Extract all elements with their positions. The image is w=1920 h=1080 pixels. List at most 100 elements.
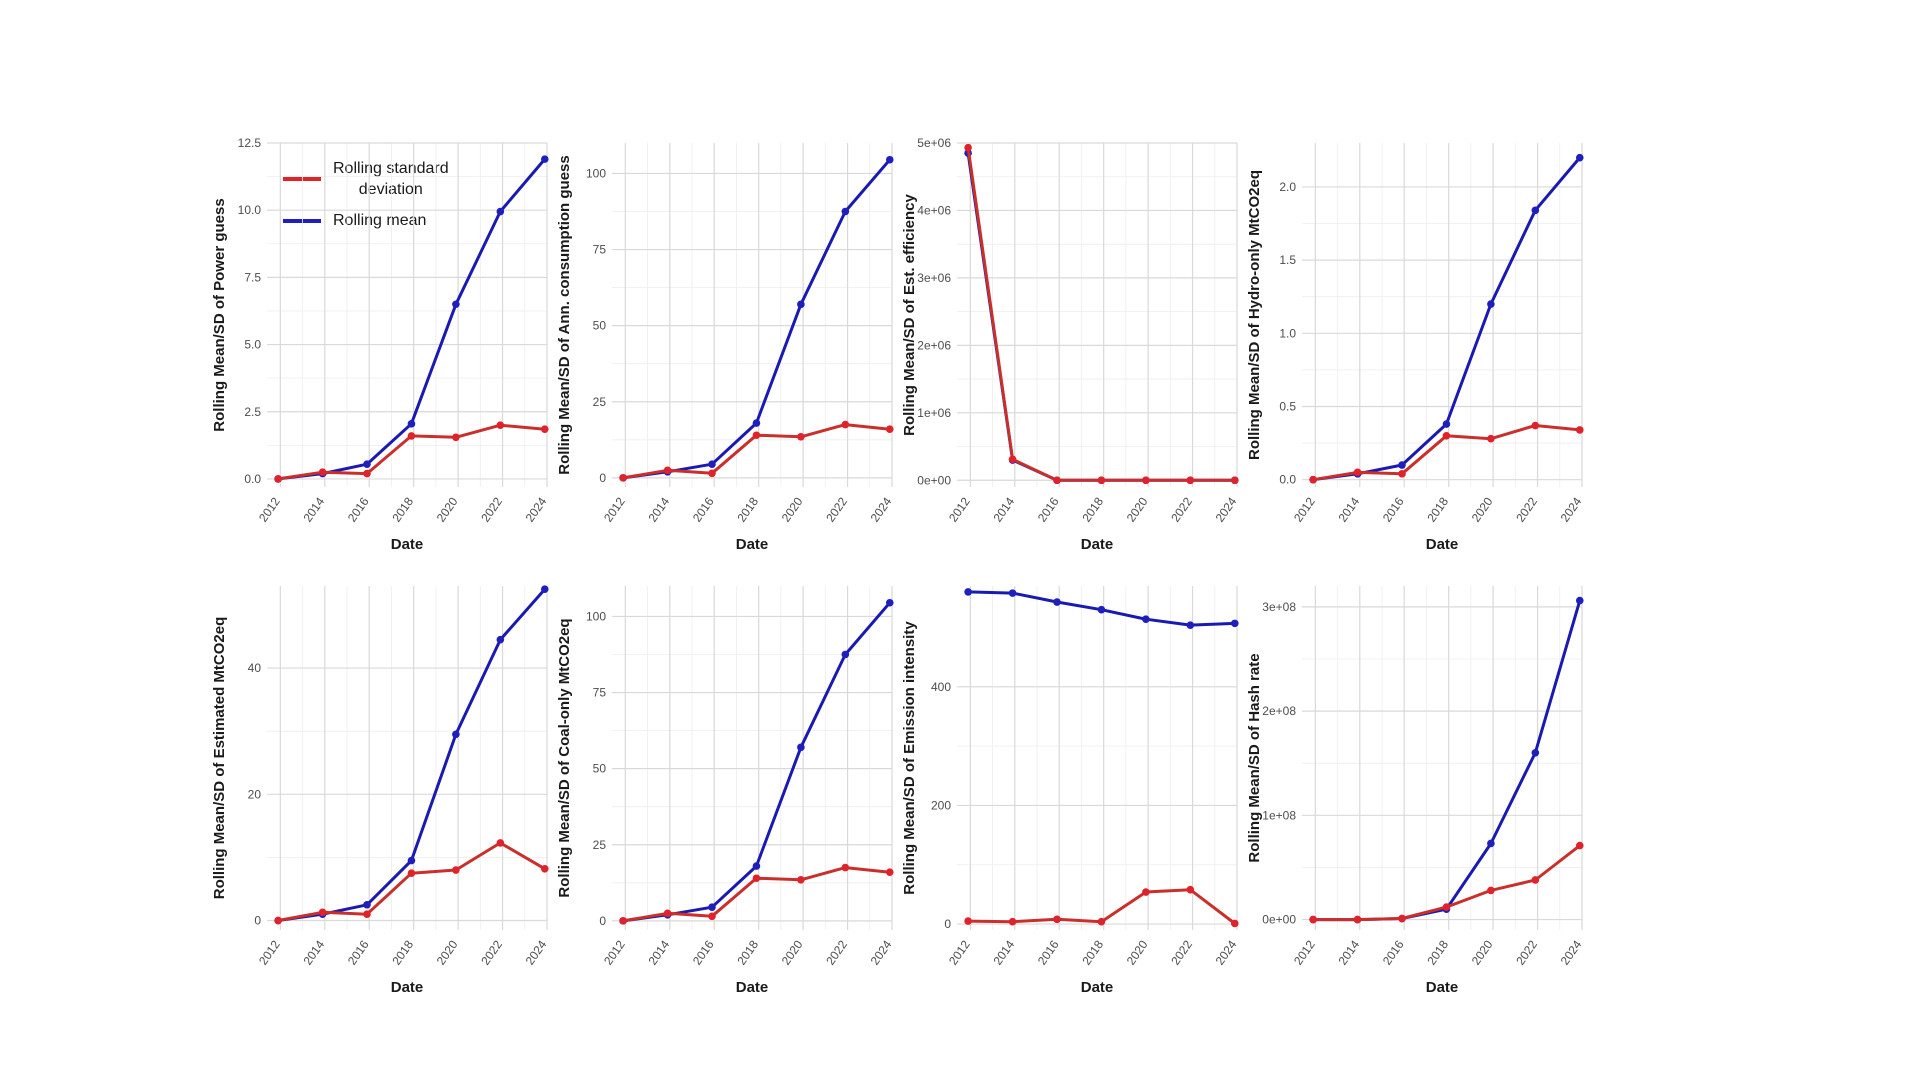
x-tick-label: 2018: [389, 494, 416, 524]
rolling-sd-point: [407, 869, 416, 877]
rolling-mean-point: [1487, 839, 1495, 848]
legend-swatch-mean: [283, 218, 321, 223]
rolling-sd-point: [797, 875, 805, 884]
legend-label-sd-line1: Rolling standard: [333, 160, 449, 177]
y-tick-label: 0: [944, 917, 951, 931]
rolling-mean-point: [1008, 589, 1017, 597]
rolling-sd-point: [1230, 476, 1239, 485]
x-tick-label: 2020: [779, 494, 806, 524]
y-tick-label: 100: [586, 166, 606, 180]
x-tick-label: 2024: [1558, 494, 1585, 524]
x-tick-label: 2014: [645, 494, 672, 524]
chart-panel-estimated-mtco2eq: 2012 2014 2016 2018 2020 2022 2024 0 20 40 Date Rol…: [211, 585, 550, 996]
y-tick-label: 2e+06: [917, 338, 951, 352]
rolling-sd-point: [663, 466, 672, 475]
y-tick-label: 10.0: [238, 203, 262, 217]
rolling-sd-point: [1142, 476, 1150, 485]
rolling-mean-point: [1531, 206, 1540, 215]
rolling-sd-point: [1008, 455, 1017, 464]
rolling-mean-point: [540, 155, 549, 163]
rolling-sd-point: [1531, 876, 1540, 884]
rolling-sd-point: [964, 143, 972, 152]
x-axis-title: Date: [736, 536, 769, 553]
x-tick-label: 2020: [1124, 937, 1151, 967]
y-tick-label: 0.0: [1279, 473, 1296, 487]
x-tick-label: 2024: [523, 937, 550, 967]
rolling-sd-point: [1353, 915, 1362, 924]
x-tick-label: 2022: [1168, 937, 1195, 967]
chart-panel-est-efficiency: 2012 2014 2016 2018 2020 2022 2024 0e+00 1e+06 2e…: [901, 136, 1240, 553]
rolling-mean-point: [708, 903, 716, 911]
x-tick-label: 2016: [1035, 937, 1062, 967]
legend-swatch-sd: [283, 177, 321, 181]
rolling-mean-point: [752, 419, 761, 427]
x-tick-label: 2018: [734, 937, 761, 967]
x-tick-label: 2014: [300, 494, 327, 524]
x-tick-label: 2016: [345, 937, 372, 967]
rolling-sd-point: [752, 874, 761, 883]
y-tick-label: 50: [593, 762, 607, 776]
rolling-sd-point: [841, 420, 850, 429]
x-tick-label: 2022: [478, 937, 505, 967]
x-tick-label: 2022: [1168, 494, 1195, 524]
rolling-mean-point: [1230, 619, 1239, 628]
x-tick-label: 2016: [1380, 494, 1407, 524]
rolling-sd-point: [797, 432, 805, 441]
rolling-sd-point: [1053, 915, 1061, 924]
x-tick-label: 2018: [734, 494, 761, 524]
rolling-sd-point: [1309, 475, 1317, 484]
y-axis-title: Rolling Mean/SD of Emission intensity: [901, 621, 918, 895]
rolling-mean-point: [1575, 153, 1584, 162]
rolling-sd-point: [274, 475, 282, 483]
y-tick-label: 20: [248, 787, 262, 801]
rolling-mean-point: [797, 300, 805, 309]
y-tick-label: 3e+06: [917, 271, 951, 285]
y-tick-label: 2e+08: [1262, 704, 1296, 718]
x-tick-label: 2016: [690, 494, 717, 524]
y-tick-label: 1.0: [1279, 326, 1296, 340]
rolling-sd-point: [363, 469, 371, 478]
rolling-sd-point: [496, 421, 505, 429]
y-tick-label: 0.0: [244, 472, 261, 486]
x-tick-label: 2018: [1424, 494, 1451, 524]
rolling-sd-point: [363, 910, 371, 919]
y-tick-label: 4e+06: [917, 203, 951, 217]
rolling-sd-point: [1531, 421, 1540, 430]
rolling-mean-point: [540, 585, 549, 593]
chart-panel-power-guess: 2012 2014 2016 2018 2020 2022 2024 0.0 2.5 5.0 7.5…: [211, 136, 550, 553]
rolling-sd-point: [1398, 470, 1406, 478]
rolling-sd-point: [407, 432, 416, 440]
rolling-mean-point: [407, 856, 416, 865]
x-tick-label: 2014: [645, 937, 672, 967]
rolling-sd-point: [1487, 434, 1495, 443]
rolling-mean-point: [363, 900, 371, 909]
x-tick-label: 2022: [823, 937, 850, 967]
x-axis-title: Date: [391, 979, 424, 996]
y-tick-label: 5e+06: [917, 136, 951, 150]
y-tick-label: 12.5: [238, 136, 262, 150]
x-axis-title: Date: [1426, 536, 1459, 553]
x-tick-label: 2016: [1380, 937, 1407, 967]
x-tick-label: 2024: [868, 937, 895, 967]
rolling-mean-point: [841, 650, 850, 659]
rolling-mean-line: [1311, 599, 1582, 922]
x-tick-label: 2020: [1469, 937, 1496, 967]
y-tick-label: 0.5: [1279, 399, 1296, 413]
x-tick-label: 2014: [300, 937, 327, 967]
rolling-sd-point: [708, 912, 716, 921]
rolling-sd-point: [1008, 917, 1017, 926]
x-tick-label: 2020: [1124, 494, 1151, 524]
x-tick-label: 2022: [1513, 494, 1540, 524]
rolling-sd-point: [1575, 841, 1584, 850]
rolling-mean-line: [621, 158, 892, 480]
x-tick-label: 2014: [990, 937, 1017, 967]
x-tick-label: 2012: [601, 494, 628, 524]
x-tick-label: 2012: [946, 494, 973, 524]
rolling-mean-point: [1398, 461, 1406, 469]
rolling-sd-point: [885, 868, 894, 876]
rolling-mean-point: [885, 598, 894, 607]
rolling-sd-point: [452, 866, 460, 874]
rolling-mean-point: [1097, 605, 1106, 614]
x-tick-label: 2016: [345, 494, 372, 524]
rolling-mean-point: [1053, 598, 1061, 606]
